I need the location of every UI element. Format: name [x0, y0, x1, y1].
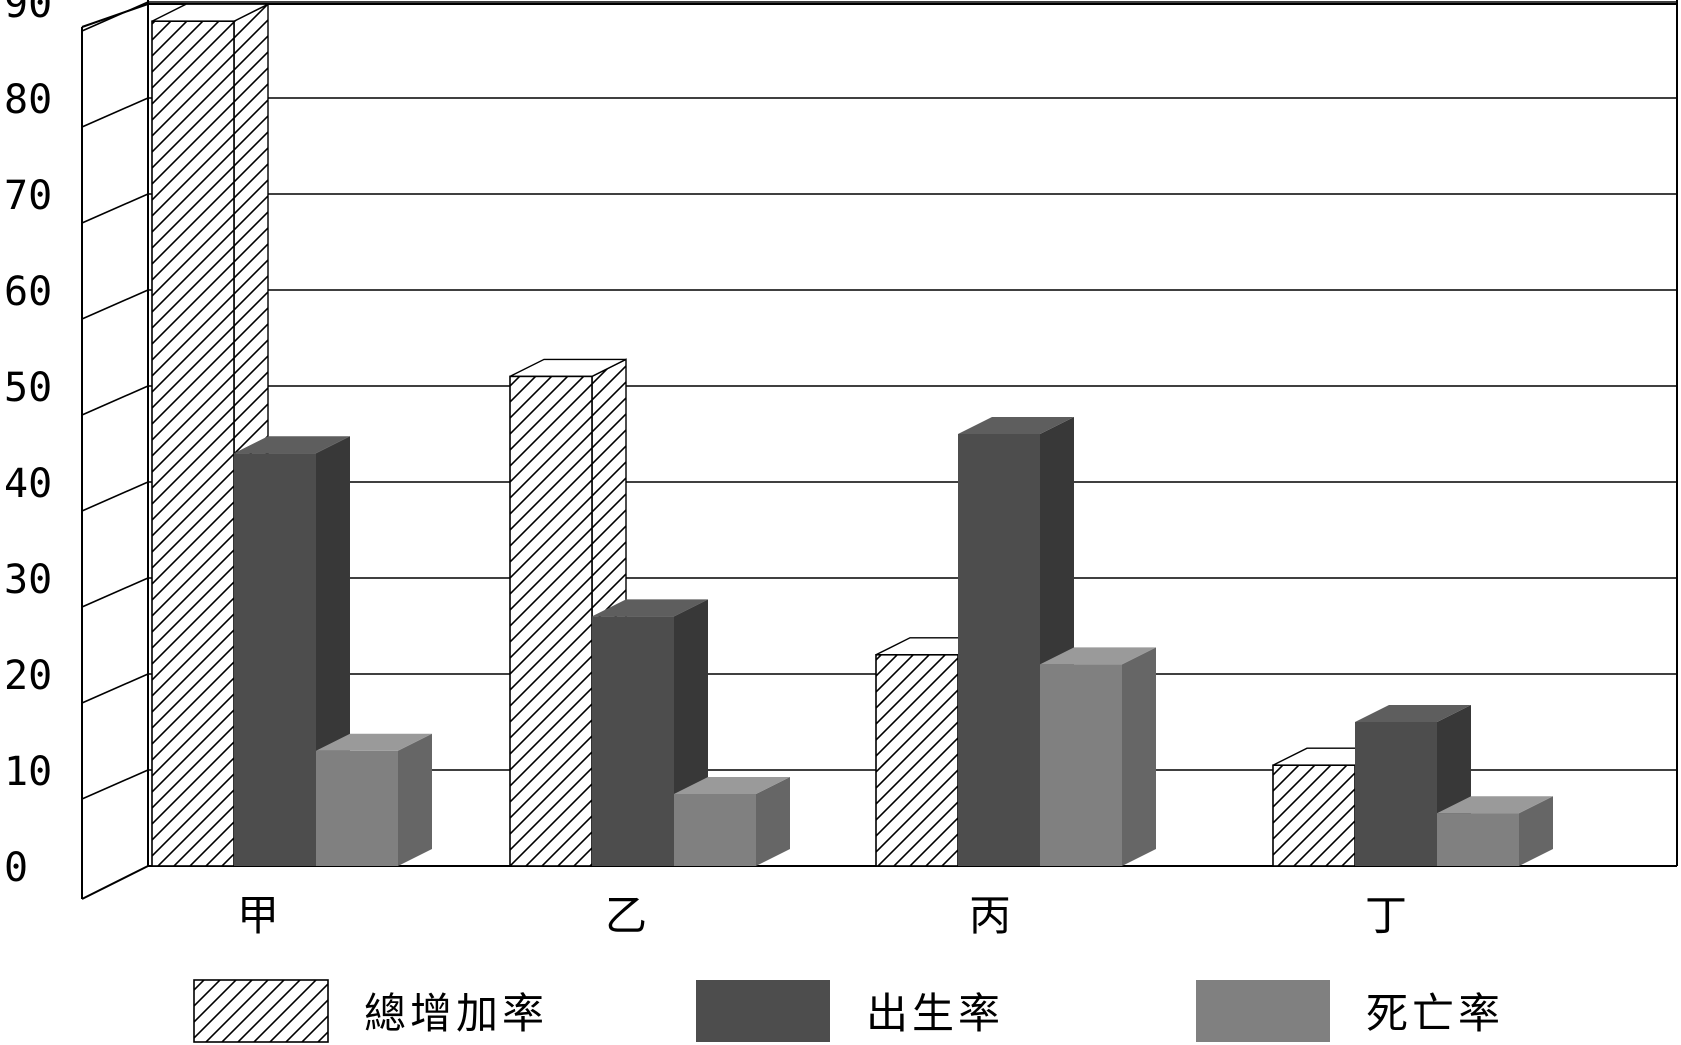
legend-label: 死亡率: [1366, 989, 1504, 1038]
bar: [151, 20, 235, 867]
x-tick-label: 丙: [969, 891, 1011, 940]
y-tick-label: 40: [4, 461, 52, 507]
bar-top: [674, 777, 790, 794]
bar: [509, 375, 593, 867]
y-tick-label: 70: [4, 173, 52, 219]
y-tick-label: 30: [4, 557, 52, 603]
gridlines: [81, 1, 1677, 800]
bar: [1272, 764, 1356, 867]
x-tick-label: 乙: [605, 891, 647, 940]
bar-side: [398, 733, 432, 866]
y-tick-label: 90: [4, 0, 52, 27]
side-gridline: [81, 97, 149, 128]
side-gridline: [81, 577, 149, 608]
bar-top: [1040, 647, 1156, 665]
legend-swatch: [696, 980, 830, 1042]
bar-side: [1519, 796, 1553, 866]
bar: [958, 434, 1040, 866]
bar-side: [756, 777, 790, 866]
y-tick-label: 80: [4, 77, 52, 123]
legend-label: 出生率: [866, 989, 1004, 1038]
bar: [1437, 813, 1519, 866]
side-gridline: [81, 1, 149, 32]
bar: [316, 750, 398, 866]
bar-side: [1122, 647, 1156, 866]
y-axis-ticks: 0 10 20 30 40 50 60 70 80 90: [4, 0, 52, 891]
side-gridline: [81, 289, 149, 320]
bar: [592, 616, 674, 866]
bars: [151, 3, 1553, 868]
y-tick-label: 50: [4, 365, 52, 411]
y-tick-label: 60: [4, 269, 52, 315]
y-tick-label: 0: [4, 845, 28, 891]
legend: 總增加率 出生率 死亡率: [193, 979, 1504, 1043]
floor-left-edge: [81, 865, 149, 900]
y-tick-label: 20: [4, 653, 52, 699]
bar: [875, 653, 959, 867]
legend-swatch: [1196, 980, 1330, 1042]
bar: [674, 794, 756, 866]
bar-top: [234, 436, 350, 454]
bar: [1040, 664, 1122, 866]
x-tick-label: 甲: [237, 891, 279, 940]
bar: [1355, 722, 1437, 866]
bar-top: [958, 417, 1074, 434]
y-tick-label: 10: [4, 749, 52, 795]
legend-label: 總增加率: [364, 989, 548, 1038]
bar-top: [316, 733, 432, 751]
side-gridline: [81, 481, 149, 512]
legend-swatch: [193, 979, 329, 1043]
side-gridline: [81, 385, 149, 416]
bar-top: [1437, 796, 1553, 814]
bar-top: [592, 599, 708, 617]
side-wall-top-edge: [81, 3, 149, 28]
side-gridline: [81, 193, 149, 224]
side-gridline: [81, 769, 149, 800]
x-axis-labels: 甲乙丙丁: [237, 891, 1407, 940]
bar-top: [1355, 705, 1471, 722]
x-tick-label: 丁: [1365, 891, 1407, 940]
bar: [234, 453, 316, 866]
side-gridline: [81, 673, 149, 704]
